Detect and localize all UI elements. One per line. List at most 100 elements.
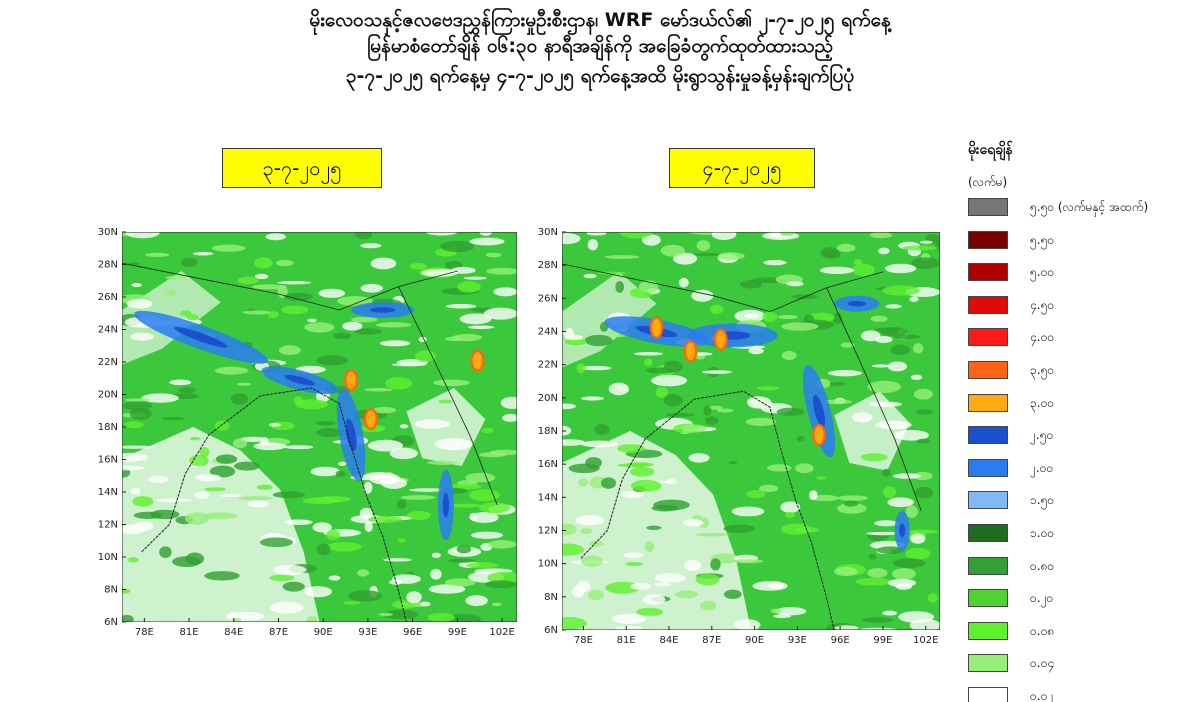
- texture: [772, 614, 792, 619]
- texture: [651, 504, 679, 512]
- texture: [630, 466, 655, 477]
- texture: [696, 240, 711, 251]
- texture: [370, 257, 397, 270]
- texture: [816, 476, 826, 480]
- texture: [836, 503, 867, 514]
- lat-label: 6N: [544, 625, 558, 636]
- texture: [723, 524, 756, 533]
- coastline: [581, 391, 834, 630]
- lon-label: 99E: [448, 627, 467, 638]
- texture: [202, 512, 238, 520]
- texture: [199, 446, 210, 458]
- texture: [237, 276, 259, 285]
- texture: [450, 503, 482, 508]
- texture: [389, 447, 418, 460]
- texture: [665, 412, 696, 417]
- texture: [762, 311, 778, 323]
- texture: [415, 350, 436, 362]
- texture: [211, 244, 246, 252]
- legend-swatch: [968, 198, 1008, 216]
- map: [562, 232, 940, 630]
- texture: [586, 232, 607, 236]
- texture: [562, 617, 587, 630]
- texture: [887, 497, 914, 508]
- texture: [306, 616, 317, 622]
- texture: [397, 538, 406, 543]
- texture: [160, 417, 185, 421]
- texture: [803, 314, 815, 324]
- texture: [576, 580, 591, 593]
- texture: [127, 557, 139, 563]
- texture: [463, 276, 487, 280]
- texture: [481, 427, 494, 433]
- texture: [867, 568, 888, 578]
- lat-label: 14N: [98, 487, 118, 498]
- texture: [363, 481, 373, 494]
- maps: 30N 28N 26N 24N 22N 20N 18N 16N 14N 12N 10N 8N 6N 78E…: [98, 227, 940, 646]
- border: [122, 263, 497, 505]
- texture: [179, 310, 192, 317]
- texture: [483, 307, 517, 320]
- legend-swatch: [968, 393, 1008, 412]
- texture: [316, 428, 343, 438]
- texture: [124, 398, 151, 402]
- texture: [230, 393, 249, 406]
- texture: [316, 543, 331, 556]
- dry-area: [122, 427, 320, 622]
- texture: [562, 403, 577, 410]
- heavy-rain-core: [813, 394, 826, 428]
- texture: [237, 496, 274, 501]
- texture: [910, 374, 923, 380]
- texture: [630, 582, 652, 590]
- texture: [342, 601, 361, 605]
- texture: [122, 445, 154, 449]
- legend-label: ၅.၅၀: [1030, 232, 1055, 247]
- lon-label: 84E: [224, 627, 243, 638]
- texture: [469, 512, 499, 523]
- texture: [132, 496, 154, 507]
- texture: [445, 336, 463, 342]
- map: [122, 232, 517, 622]
- lat-label: 18N: [98, 422, 118, 433]
- legend-label: ၂.၀၀: [1030, 460, 1054, 475]
- texture: [426, 460, 459, 465]
- texture: [427, 613, 455, 622]
- texture: [660, 244, 686, 257]
- texture: [920, 240, 933, 244]
- texture: [253, 442, 287, 451]
- texture: [131, 282, 142, 288]
- texture: [227, 612, 242, 618]
- texture: [438, 399, 453, 404]
- texture: [276, 259, 294, 267]
- texture: [584, 334, 613, 347]
- texture: [284, 519, 313, 526]
- texture: [122, 465, 145, 471]
- intense-rain: [649, 316, 664, 339]
- legend-label: ၄.၅၀: [1030, 297, 1055, 312]
- texture: [315, 420, 336, 426]
- texture: [779, 232, 795, 236]
- texture: [562, 543, 585, 556]
- texture: [351, 316, 378, 323]
- lat-label: 28N: [538, 260, 558, 271]
- texture: [633, 351, 664, 356]
- texture: [169, 379, 192, 386]
- texture: [594, 423, 610, 435]
- intense-rain: [343, 369, 359, 392]
- lat-label: 18N: [538, 426, 558, 437]
- texture: [927, 593, 938, 603]
- intense-rain: [363, 408, 378, 431]
- texture: [717, 408, 734, 413]
- intense-rain: [812, 423, 826, 447]
- texture: [282, 581, 305, 592]
- legend-label: ၀.၈၀: [1030, 558, 1055, 573]
- texture: [354, 328, 382, 335]
- texture: [269, 574, 295, 582]
- texture: [193, 251, 214, 256]
- heavy-rain-core: [174, 326, 228, 348]
- texture: [359, 507, 373, 520]
- texture: [428, 584, 466, 594]
- lat-label: 30N: [538, 227, 558, 238]
- texture: [913, 388, 933, 400]
- texture: [775, 607, 807, 616]
